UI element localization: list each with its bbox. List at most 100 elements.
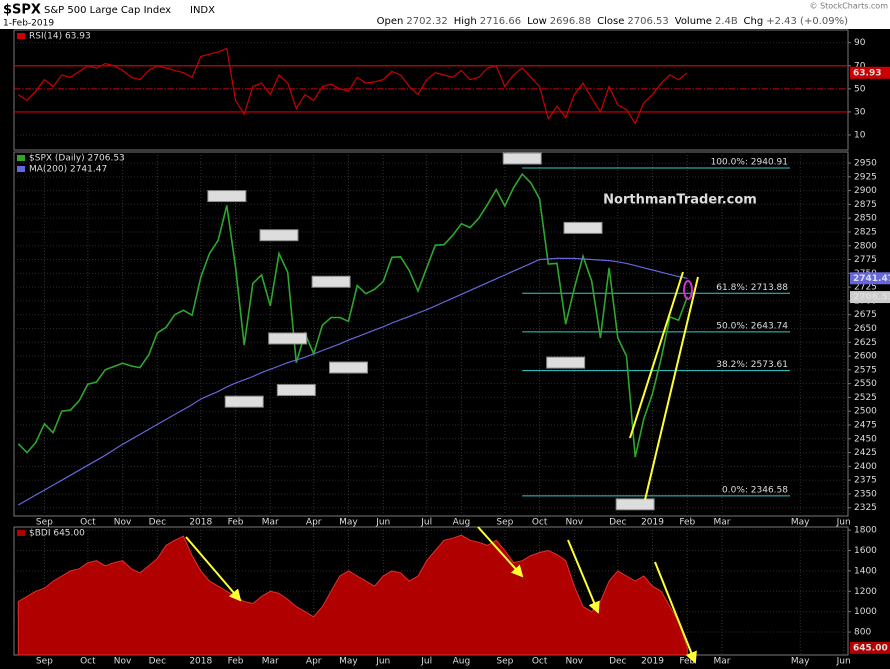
y-tick-label: 2425 bbox=[854, 448, 877, 458]
x-tick-label: Jun bbox=[836, 518, 851, 528]
quote-value: 2702.32 bbox=[406, 16, 447, 27]
x-tick-label: May bbox=[791, 657, 810, 667]
y-tick-label: 1000 bbox=[854, 607, 877, 617]
last-value-label: 2706.53 bbox=[853, 293, 890, 303]
last-value-label: 2741.47 bbox=[853, 274, 890, 284]
fib-label: 0.0%: 2346.58 bbox=[722, 485, 788, 495]
y-tick-label: 2550 bbox=[854, 379, 877, 389]
y-tick-label: 1200 bbox=[854, 587, 877, 597]
annotation-box bbox=[615, 498, 655, 511]
y-tick-label: 2400 bbox=[854, 462, 877, 472]
x-tick-label: Dec bbox=[609, 518, 626, 528]
x-tick-label: Mar bbox=[714, 518, 731, 528]
last-value-tag bbox=[850, 291, 890, 304]
y-tick-label: 1600 bbox=[854, 546, 877, 556]
x-tick-label: Nov bbox=[114, 518, 132, 528]
legend-label: MA(200) 2741.47 bbox=[29, 165, 107, 175]
annotation-label: 2717.49 bbox=[315, 278, 348, 287]
x-tick-label: May bbox=[791, 518, 810, 528]
y-tick-label: 2775 bbox=[854, 255, 877, 265]
channel-line bbox=[629, 271, 684, 439]
exchange: INDX bbox=[190, 5, 215, 16]
y-tick-label: 2800 bbox=[854, 241, 877, 251]
y-tick-label: 2450 bbox=[854, 434, 877, 444]
header-background bbox=[0, 0, 890, 29]
arrow bbox=[185, 536, 242, 602]
x-tick-label: 2019 bbox=[641, 657, 664, 667]
line bbox=[17, 47, 688, 125]
y-tick-label: 1400 bbox=[854, 566, 877, 576]
quote: Open 2702.32 High 2716.66 Low 2696.88 Close 270… bbox=[377, 16, 848, 27]
y-tick-label: 70 bbox=[854, 61, 866, 71]
quote-label: Close bbox=[597, 16, 624, 27]
x-tick-label: Mar bbox=[262, 657, 279, 667]
x-tick-label: 2018 bbox=[189, 518, 212, 528]
fib-label: 38.2%: 2573.61 bbox=[716, 360, 788, 370]
credit: © StockCharts.com bbox=[810, 2, 889, 11]
legend-swatch bbox=[17, 530, 25, 536]
annotation-label: 2603.54 bbox=[549, 359, 582, 368]
x-tick-label: Oct bbox=[532, 518, 548, 528]
y-tick-label: 2875 bbox=[854, 200, 877, 210]
y-tick-label: 2650 bbox=[854, 324, 877, 334]
quote-value: +2.43 (+0.09%) bbox=[766, 16, 848, 27]
x-tick-label: Sep bbox=[36, 657, 53, 667]
y-tick-label: 2575 bbox=[854, 365, 877, 375]
channel-line bbox=[644, 276, 699, 501]
y-tick-label: 2350 bbox=[854, 489, 877, 499]
legend-label: RSI(14) 63.93 bbox=[29, 32, 91, 42]
fib-label: 100.0%: 2940.91 bbox=[711, 158, 788, 168]
quote-label: High bbox=[454, 16, 477, 27]
annotation-label: 2553.80 bbox=[280, 386, 313, 395]
quote-label: Volume bbox=[675, 16, 712, 27]
y-tick-label: 2475 bbox=[854, 421, 877, 431]
y-tick-label: 2375 bbox=[854, 476, 877, 486]
header: $SPX S&P 500 Large Cap Index INDX 1-Feb-… bbox=[3, 2, 888, 29]
x-tick-label: Oct bbox=[80, 657, 96, 667]
x-tick-label: 2018 bbox=[189, 657, 212, 667]
last-value-label: 645.00 bbox=[853, 643, 888, 653]
y-tick-label: 50 bbox=[854, 84, 866, 94]
last-value-tag bbox=[850, 66, 890, 79]
x-tick-label: Feb bbox=[679, 518, 695, 528]
x-tick-label: Nov bbox=[566, 518, 584, 528]
y-tick-label: 2525 bbox=[854, 393, 877, 403]
quote-value: 2716.66 bbox=[480, 16, 521, 27]
annotation-box bbox=[563, 221, 603, 234]
x-tick-label: Jul bbox=[420, 518, 432, 528]
y-tick-label: 2500 bbox=[854, 407, 877, 417]
panel-frame bbox=[13, 29, 849, 151]
annotation-box bbox=[224, 395, 264, 408]
annotation-label: 2532.69 bbox=[228, 398, 261, 407]
x-tick-label: Oct bbox=[532, 657, 548, 667]
quote-value: 2.4B bbox=[715, 16, 738, 27]
y-tick-label: 2900 bbox=[854, 186, 877, 196]
x-tick-label: Dec bbox=[609, 657, 626, 667]
x-tick-label: Dec bbox=[149, 657, 166, 667]
quote-label: Low bbox=[527, 16, 547, 27]
x-tick-label: Feb bbox=[228, 518, 244, 528]
watermark: NorthmanTrader.com bbox=[603, 193, 757, 208]
x-tick-label: Nov bbox=[566, 657, 584, 667]
y-tick-label: 30 bbox=[854, 107, 866, 117]
quote-label: Open bbox=[377, 16, 404, 27]
x-tick-label: Mar bbox=[262, 518, 279, 528]
x-tick-label: Aug bbox=[453, 518, 471, 528]
x-tick-label: Mar bbox=[714, 657, 731, 667]
quote-value: 2696.88 bbox=[550, 16, 591, 27]
x-tick-label: Jul bbox=[420, 657, 432, 667]
quote-value: 2706.53 bbox=[627, 16, 668, 27]
quote-label: Chg bbox=[744, 16, 764, 27]
legend-swatch bbox=[17, 166, 25, 172]
annotation-label: 2815.15 bbox=[566, 224, 599, 233]
x-tick-label: May bbox=[339, 657, 358, 667]
y-tick-label: 2625 bbox=[854, 338, 877, 348]
x-tick-label: Jun bbox=[375, 518, 390, 528]
legend-label: $BDI 645.00 bbox=[29, 529, 85, 539]
x-tick-label: Aug bbox=[453, 657, 471, 667]
line bbox=[17, 172, 689, 458]
y-tick-label: 2675 bbox=[854, 310, 877, 320]
annotation-label: 2940.91 bbox=[506, 155, 539, 164]
x-tick-label: Nov bbox=[114, 657, 132, 667]
